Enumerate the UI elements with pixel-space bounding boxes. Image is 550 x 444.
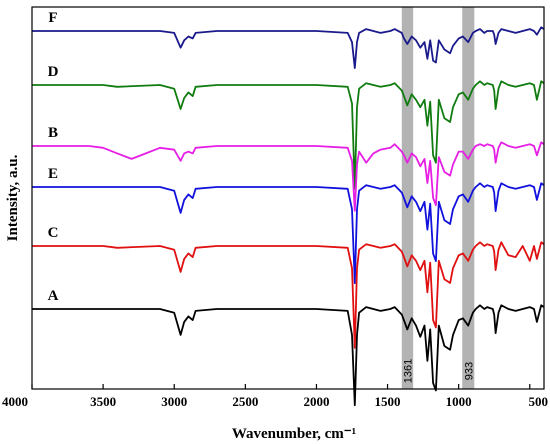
series-label-C: C xyxy=(48,225,59,241)
series-label-E: E xyxy=(48,166,58,182)
series-line-A xyxy=(32,304,545,407)
x-axis-ticks: 4000 3500 3000 2500 2000 1500 1000 500 xyxy=(2,384,548,409)
series-label-D: D xyxy=(48,64,59,80)
x-tick-label: 4000 xyxy=(2,394,28,409)
series-label-B: B xyxy=(48,125,58,141)
y-axis-title: Intensity, a.u. xyxy=(5,154,21,241)
series-labels: F D B E C A xyxy=(48,10,59,304)
series-line-F xyxy=(32,26,545,69)
series-lines xyxy=(32,26,545,407)
band-labels: 1361 933 xyxy=(402,359,475,383)
series-line-C xyxy=(32,241,545,349)
highlight-bands xyxy=(401,7,475,389)
band-label-0: 1361 xyxy=(402,359,414,383)
series-label-F: F xyxy=(48,10,57,26)
series-label-A: A xyxy=(48,288,59,304)
x-tick-label: 1000 xyxy=(446,394,472,409)
x-axis-title: Wavenumber, cm⁻¹ xyxy=(232,426,356,442)
plot-frame xyxy=(31,6,545,390)
x-tick-label: 3500 xyxy=(90,394,116,409)
x-tick-label: 500 xyxy=(529,394,549,409)
x-tick-label: 2500 xyxy=(232,394,258,409)
x-tick-label: 1500 xyxy=(375,394,401,409)
x-tick-label: 2000 xyxy=(303,394,329,409)
series-line-B xyxy=(32,141,545,212)
band-label-1: 933 xyxy=(463,362,475,380)
series-line-E xyxy=(32,182,545,285)
highlight-band-1 xyxy=(462,7,475,389)
x-tick-label: 3000 xyxy=(161,394,187,409)
highlight-band-0 xyxy=(401,7,414,389)
series-line-D xyxy=(32,80,545,190)
